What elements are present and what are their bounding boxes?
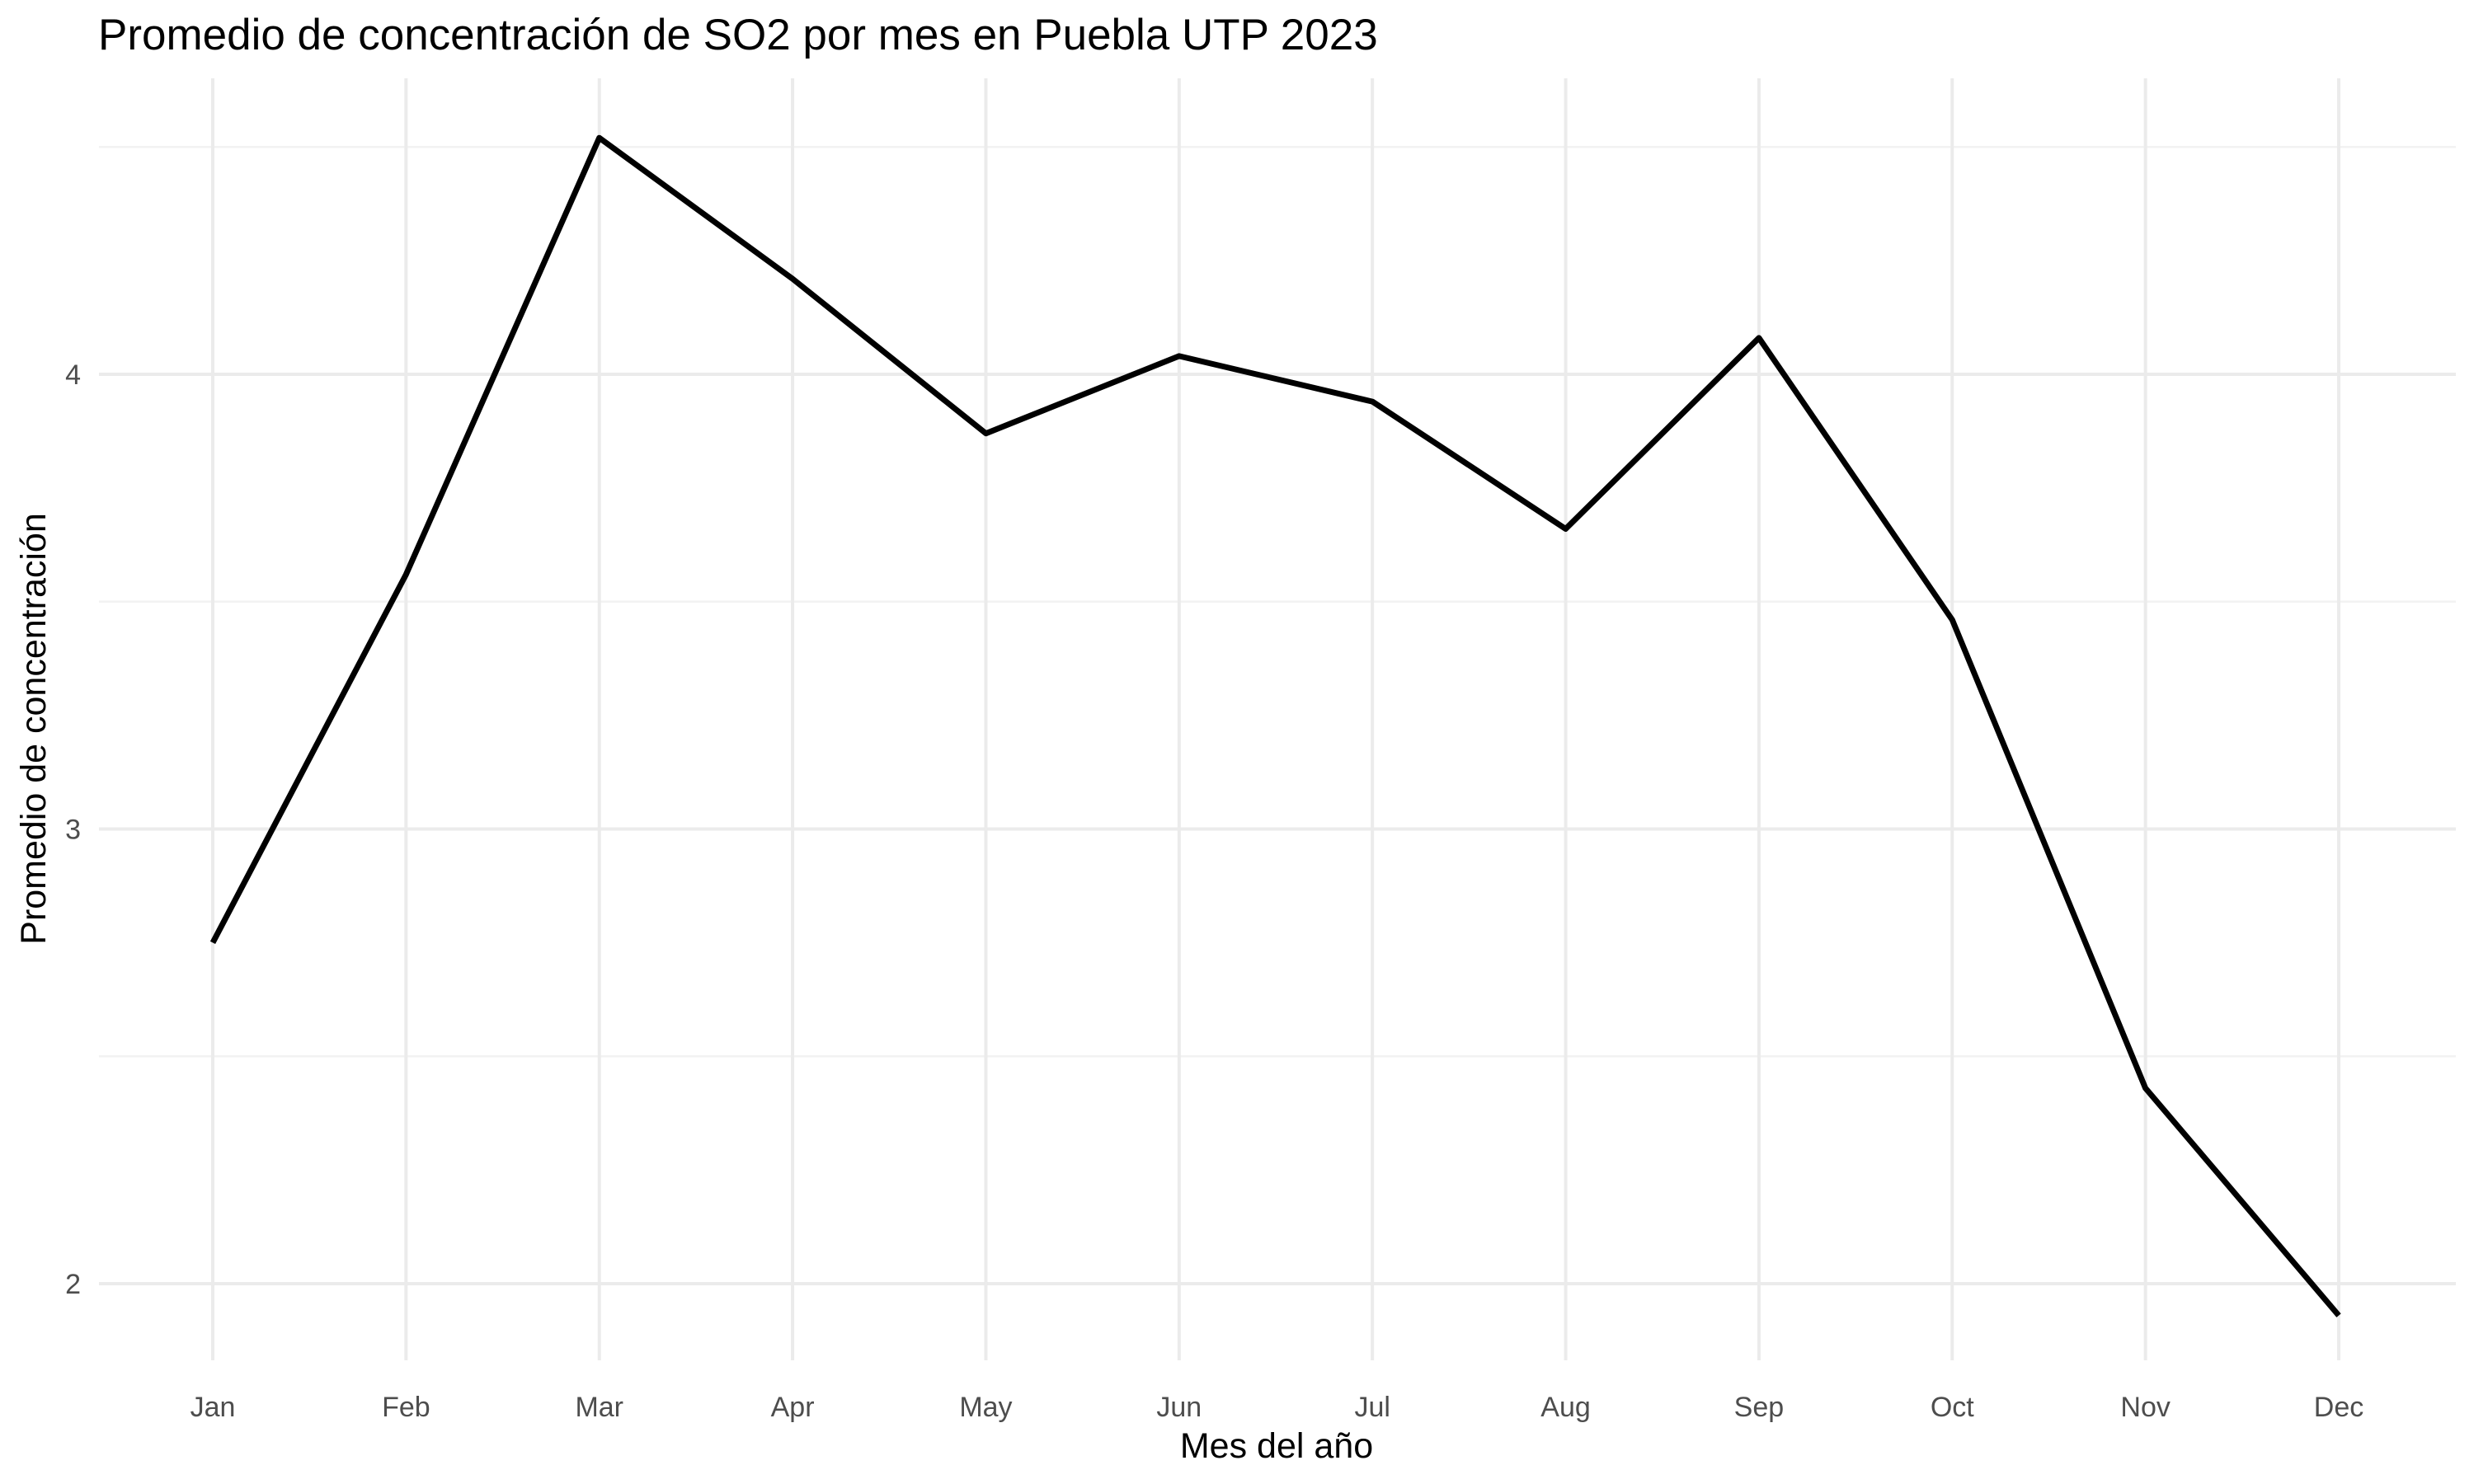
x-tick-label: Jul	[1354, 1392, 1390, 1423]
x-tick-label: Sep	[1734, 1392, 1785, 1423]
x-tick-label: May	[959, 1392, 1012, 1423]
x-axis-ticks: Jan Feb Mar Apr May Jun Jul Aug Sep Oct Nov Dec	[190, 1392, 2364, 1423]
x-axis-title: Mes del año	[1180, 1426, 1373, 1466]
x-tick-label: Feb	[382, 1392, 430, 1423]
x-tick-label: Aug	[1540, 1392, 1591, 1423]
x-tick-label: Dec	[2314, 1392, 2363, 1423]
x-tick-label: Nov	[2120, 1392, 2170, 1423]
x-tick-label: Oct	[1931, 1392, 1974, 1423]
y-tick-label: 3	[65, 815, 81, 846]
x-tick-label: Jan	[190, 1392, 236, 1423]
y-tick-label: 4	[65, 359, 81, 391]
x-tick-label: Mar	[575, 1392, 623, 1423]
chart-title: Promedio de concentración de SO2 por mes…	[98, 11, 1378, 59]
y-axis-title: Promedio de concentración	[14, 513, 54, 944]
series-line-so2	[209, 134, 2341, 1317]
y-tick-label: 2	[65, 1269, 81, 1300]
y-axis-ticks: 2 3 4	[65, 359, 81, 1300]
x-tick-label: Apr	[771, 1392, 815, 1423]
x-tick-label: Jun	[1156, 1392, 1202, 1423]
series-layer	[209, 134, 2341, 1317]
